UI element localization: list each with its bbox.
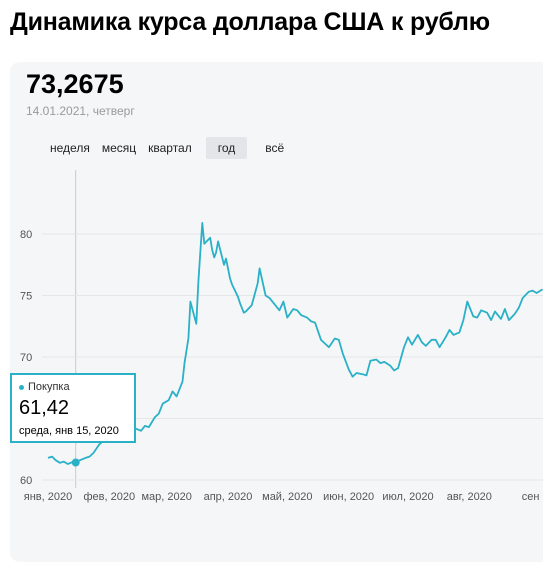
x-tick-label: янв, 2020	[24, 491, 72, 503]
x-tick-label: апр, 2020	[204, 491, 253, 503]
tab-all[interactable]: всё	[265, 141, 285, 155]
tab-week[interactable]: неделя	[50, 141, 90, 155]
series-dot-icon	[19, 384, 24, 390]
y-tick-label: 80	[20, 229, 32, 241]
x-tick-label: фев, 2020	[84, 491, 136, 503]
tab-quarter[interactable]: квартал	[148, 141, 192, 155]
y-tick-label: 70	[20, 352, 32, 364]
tab-month[interactable]: месяц	[101, 141, 137, 155]
x-tick-label: мар, 2020	[141, 491, 191, 503]
current-rate-date: 14.01.2021, четверг	[26, 104, 135, 118]
x-tick-label: июн, 2020	[323, 491, 374, 503]
highlight-point	[71, 458, 80, 467]
tab-year[interactable]: год	[205, 137, 248, 159]
tooltip-series-label: Покупка	[28, 381, 70, 393]
tooltip-value: 61,42	[19, 397, 70, 419]
period-tabs: неделя месяц квартал год всё	[50, 137, 296, 159]
x-tick-label: авг, 2020	[447, 491, 492, 503]
chart-card: 73,2675 14.01.2021, четверг неделя месяц…	[10, 62, 543, 562]
x-tick-label: май, 2020	[262, 491, 312, 503]
page-title: Динамика курса доллара США к рублю	[10, 8, 490, 36]
y-tick-label: 60	[20, 475, 32, 487]
current-rate: 73,2675	[26, 69, 124, 99]
x-tick-label: сен	[522, 491, 540, 503]
y-tick-label: 75	[20, 291, 32, 303]
hover-tooltip: Покупка 61,42 среда, янв 15, 2020	[10, 373, 136, 443]
x-tick-label: июл, 2020	[382, 491, 433, 503]
tooltip-date: среда, янв 15, 2020	[19, 425, 119, 437]
tooltip-series: Покупка	[19, 381, 70, 393]
